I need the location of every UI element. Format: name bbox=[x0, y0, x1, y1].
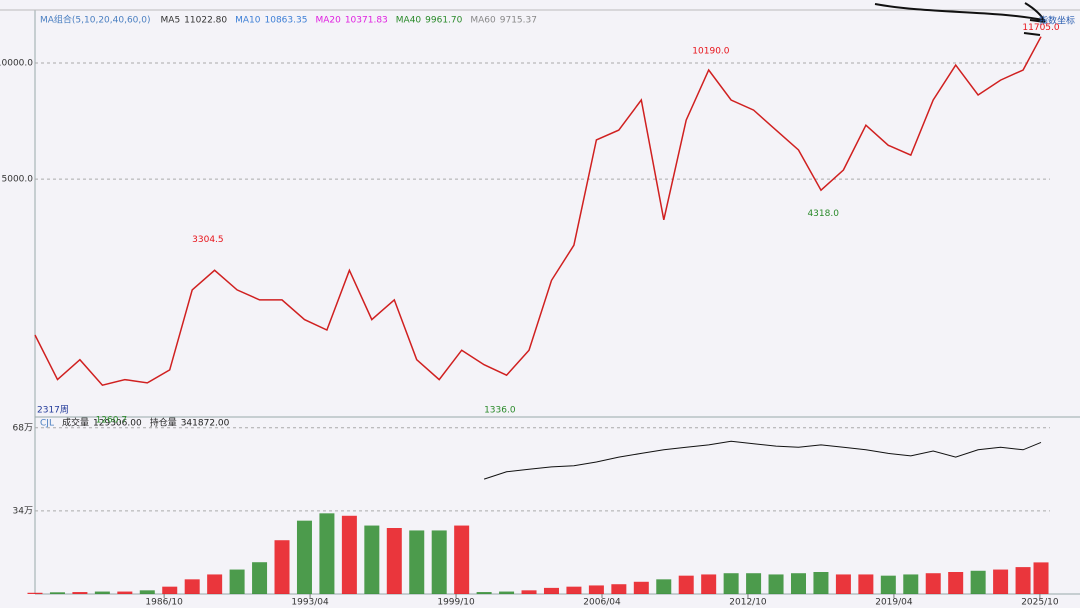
ma-name: MA10 bbox=[235, 16, 261, 26]
volume-bar bbox=[386, 528, 402, 594]
volume-bar bbox=[274, 540, 290, 594]
volume-bar bbox=[319, 513, 335, 594]
volume-bar bbox=[499, 591, 515, 594]
y-tick-label: 10000.0 bbox=[0, 59, 33, 69]
period-label: 2317周 bbox=[37, 405, 69, 416]
volume-bar bbox=[252, 562, 268, 594]
x-tick-label: 1986/10 bbox=[145, 598, 183, 608]
volume-bar bbox=[476, 592, 492, 594]
volume-bar bbox=[296, 520, 312, 594]
ma-name: MA40 bbox=[396, 16, 422, 26]
extreme-label: 3304.5 bbox=[192, 235, 224, 245]
volume-bar bbox=[431, 530, 447, 594]
volume-bar bbox=[970, 570, 986, 594]
volume-bar bbox=[858, 574, 874, 594]
legend-value: 129306.00 bbox=[93, 419, 142, 429]
volume-bar bbox=[566, 586, 582, 594]
volume-bar bbox=[1033, 562, 1049, 594]
volume-bar bbox=[588, 585, 604, 594]
volume-bar bbox=[207, 574, 223, 594]
volume-bar bbox=[633, 581, 649, 594]
extreme-label: 10190.0 bbox=[692, 46, 729, 56]
y-tick-label: 68万 bbox=[13, 423, 33, 433]
volume-bar bbox=[409, 530, 425, 594]
x-tick-label: 1993/04 bbox=[291, 598, 329, 608]
legend-name: 持仓量 bbox=[150, 417, 177, 429]
y-tick-label: 34万 bbox=[13, 506, 33, 516]
legend-value: 341872.00 bbox=[181, 419, 230, 429]
x-tick-label: 1999/10 bbox=[437, 598, 475, 608]
x-tick-label: 2006/04 bbox=[583, 598, 621, 608]
ma-value: 11022.80 bbox=[184, 16, 227, 26]
extreme-label: 1336.0 bbox=[484, 406, 516, 416]
volume-bar bbox=[229, 569, 245, 594]
scale-button[interactable]: 指数坐标 bbox=[1039, 15, 1075, 27]
volume-bar bbox=[543, 587, 559, 594]
volume-bar bbox=[117, 591, 133, 594]
volume-bar bbox=[521, 590, 537, 594]
volume-bar bbox=[746, 573, 762, 594]
extreme-label: 4318.0 bbox=[807, 209, 839, 219]
extreme-label: 11705.0 bbox=[1022, 23, 1059, 33]
volume-bar bbox=[364, 525, 380, 594]
y-tick-label: 5000.0 bbox=[2, 175, 34, 185]
volume-bar bbox=[49, 592, 65, 594]
hand-drawn-stroke bbox=[1023, 32, 1041, 36]
x-tick-label: 2012/10 bbox=[729, 598, 767, 608]
ma-set-label: MA组合(5,10,20,40,60,0) bbox=[40, 14, 151, 26]
ma-name: MA5 bbox=[161, 16, 181, 26]
ma-value: 9961.70 bbox=[425, 16, 462, 26]
volume-bar bbox=[656, 579, 672, 594]
hand-drawn-arrow bbox=[874, 2, 1046, 23]
x-tick-label: 2025/10 bbox=[1021, 598, 1059, 608]
series-line bbox=[483, 440, 1042, 480]
pane-title: CJL bbox=[40, 419, 54, 429]
volume-bar bbox=[903, 574, 919, 594]
volume-bar bbox=[813, 572, 829, 594]
volume-bar bbox=[678, 575, 694, 594]
volume-bar bbox=[768, 574, 784, 594]
ma-value: 10371.83 bbox=[345, 16, 388, 26]
volume-bar bbox=[611, 584, 627, 594]
x-tick-label: 2019/04 bbox=[875, 598, 913, 608]
ma-name: MA60 bbox=[470, 16, 496, 26]
series-line bbox=[34, 36, 1042, 387]
volume-bar bbox=[184, 579, 200, 594]
volume-bar bbox=[72, 592, 88, 594]
extreme-label: 1260.7 bbox=[96, 415, 128, 425]
volume-bar bbox=[925, 573, 941, 594]
volume-bar bbox=[723, 573, 739, 594]
volume-bar bbox=[790, 573, 806, 594]
volume-bar bbox=[1015, 567, 1031, 594]
volume-bar bbox=[993, 569, 1009, 594]
ma-name: MA20 bbox=[315, 16, 341, 26]
volume-bar bbox=[454, 525, 470, 594]
ma-value: 9715.37 bbox=[500, 16, 537, 26]
volume-bar bbox=[701, 574, 717, 594]
volume-bar bbox=[139, 590, 155, 594]
volume-bar bbox=[948, 572, 964, 594]
volume-bar bbox=[94, 591, 110, 594]
legend-name: 成交量 bbox=[62, 417, 89, 429]
ma-value: 10863.35 bbox=[265, 16, 308, 26]
volume-bar bbox=[27, 592, 43, 594]
volume-bar bbox=[835, 574, 851, 594]
volume-bar bbox=[341, 515, 357, 594]
volume-bar bbox=[880, 575, 896, 594]
volume-bar bbox=[162, 586, 178, 594]
